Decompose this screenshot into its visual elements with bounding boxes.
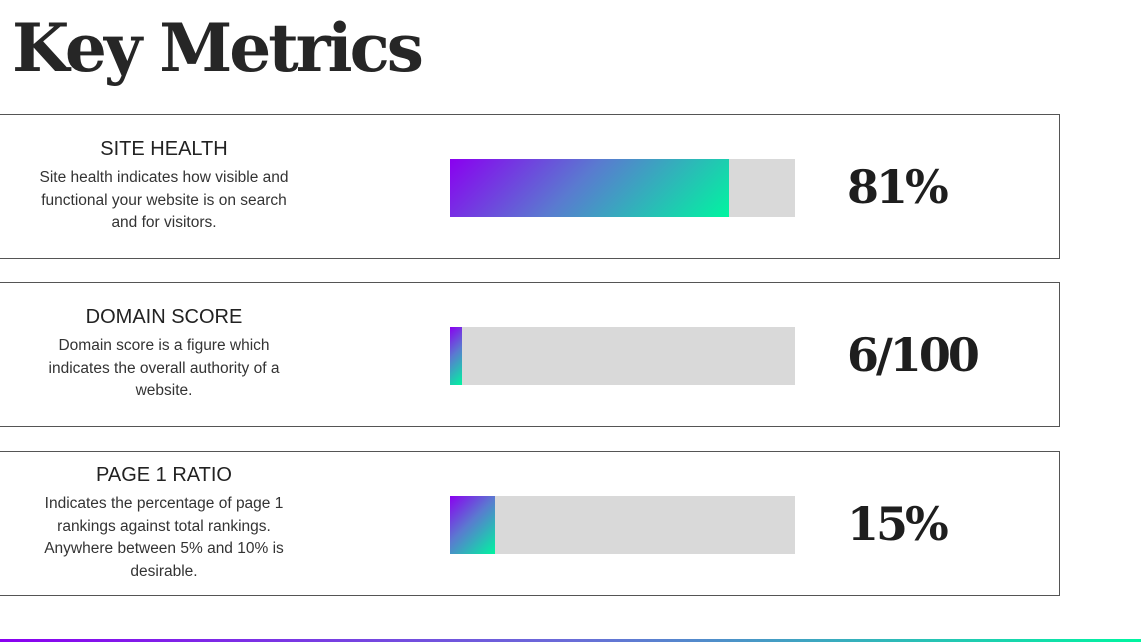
metric-text: DOMAIN SCORE Domain score is a figure wh… xyxy=(29,283,299,426)
metric-value: 81% xyxy=(847,159,949,214)
progress-fill xyxy=(450,496,495,554)
metric-card-site-health: SITE HEALTH Site health indicates how vi… xyxy=(0,114,1060,259)
metric-description: Indicates the percentage of page 1 ranki… xyxy=(44,495,284,580)
progress-track xyxy=(450,496,795,554)
metric-value: 6/100 xyxy=(847,327,980,382)
progress-track xyxy=(450,159,795,217)
metric-label: PAGE 1 RATIO xyxy=(96,464,232,486)
progress-track xyxy=(450,327,795,385)
metric-description: Site health indicates how visible and fu… xyxy=(39,169,289,232)
metric-card-page-1-ratio: PAGE 1 RATIO Indicates the percentage of… xyxy=(0,451,1060,596)
metric-text: PAGE 1 RATIO Indicates the percentage of… xyxy=(29,452,299,595)
progress-fill xyxy=(450,159,730,217)
metric-label: SITE HEALTH xyxy=(100,138,228,161)
bottom-gradient-rule xyxy=(0,639,1141,642)
page-title: Key Metrics xyxy=(12,9,424,87)
progress-fill xyxy=(450,327,463,385)
metric-label: DOMAIN SCORE xyxy=(85,306,243,329)
metric-description: Domain score is a figure which indicates… xyxy=(48,337,280,400)
metric-card-domain-score: DOMAIN SCORE Domain score is a figure wh… xyxy=(0,282,1060,427)
metric-value: 15% xyxy=(847,496,949,551)
metric-text: SITE HEALTH Site health indicates how vi… xyxy=(29,115,299,258)
